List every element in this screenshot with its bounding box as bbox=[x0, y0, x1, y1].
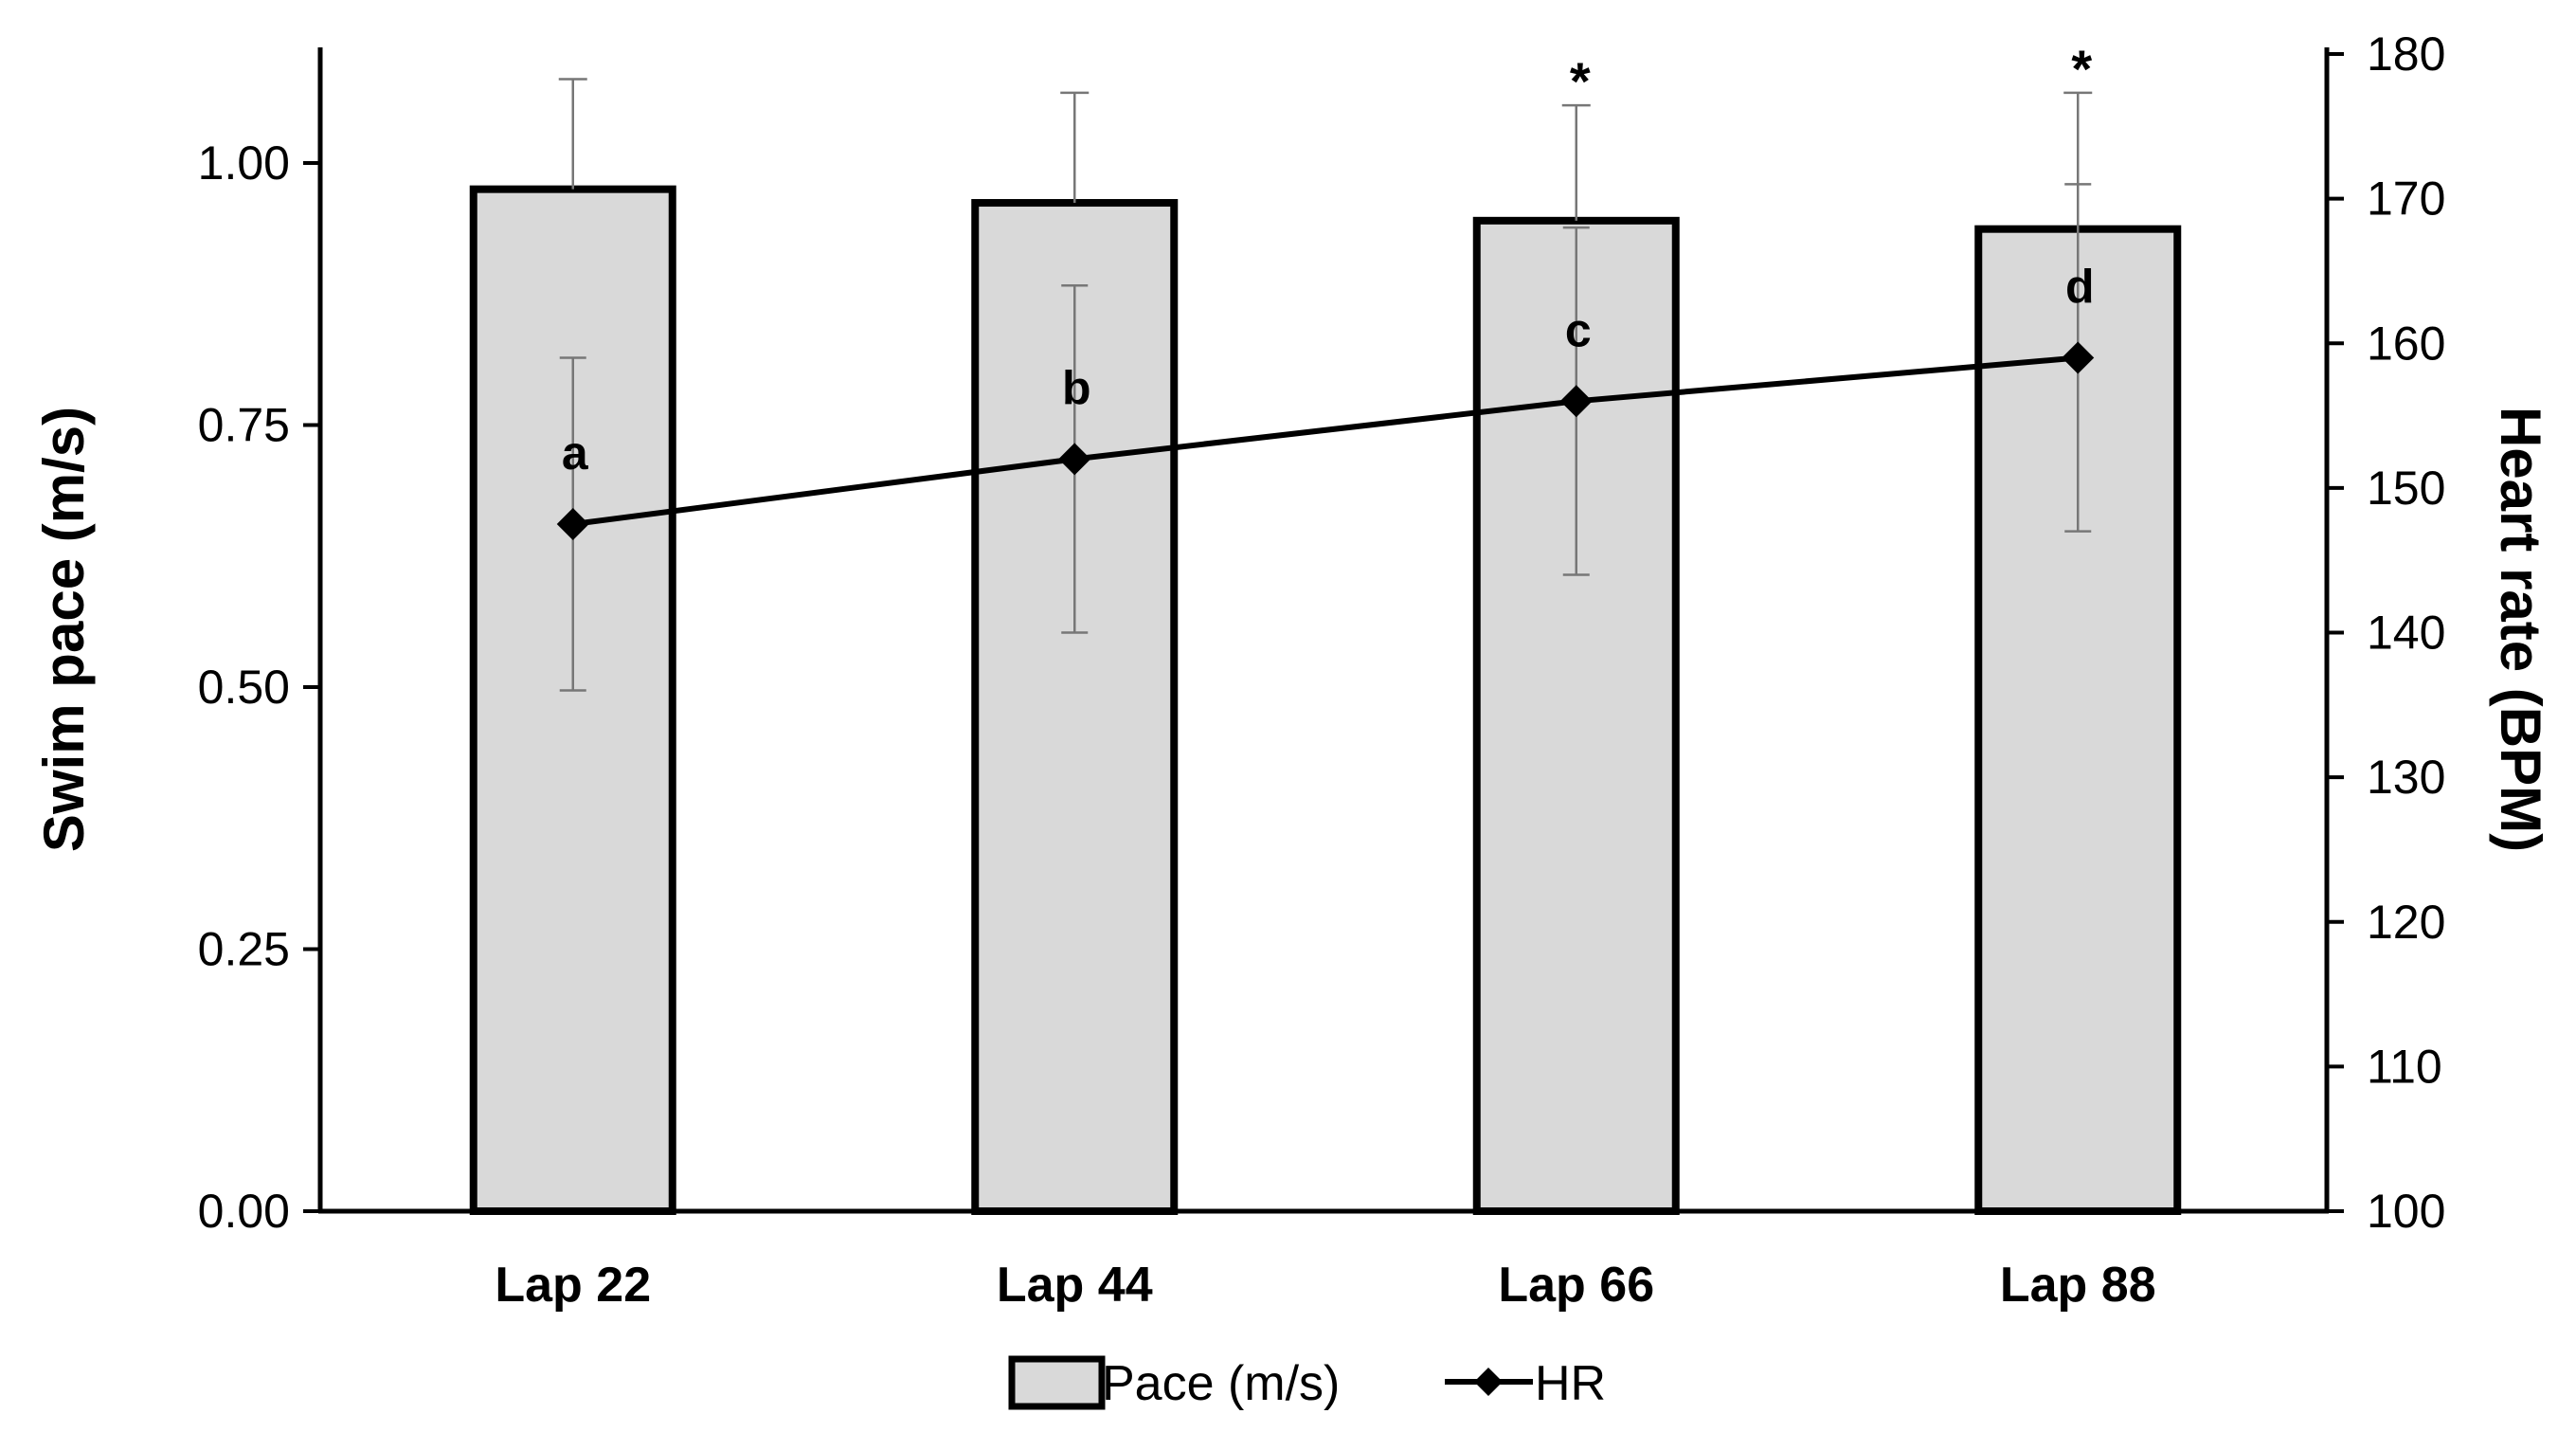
y2-axis-title: Heart rate (BPM) bbox=[2489, 407, 2552, 852]
y2-tick-label-4: 140 bbox=[2367, 607, 2445, 660]
y2-tick-label-1: 110 bbox=[2367, 1040, 2442, 1093]
legend-label-pace: Pace (m/s) bbox=[1102, 1356, 1340, 1411]
y2-tick-label-3: 130 bbox=[2367, 751, 2445, 804]
annotation-a: a bbox=[562, 426, 589, 480]
y2-tick-label-5: 150 bbox=[2367, 462, 2445, 515]
y2-tick-label-6: 160 bbox=[2367, 317, 2445, 370]
x-category-label-4: Lap 88 bbox=[2000, 1258, 2156, 1313]
y2-tick-label-8: 180 bbox=[2367, 27, 2445, 81]
y-axis-title: Swim pace (m/s) bbox=[32, 407, 96, 852]
legend-label-hr: HR bbox=[1535, 1356, 1606, 1411]
y-tick-label-3: 0.75 bbox=[198, 399, 290, 452]
y-tick-label-1: 0.25 bbox=[198, 923, 290, 976]
y-tick-label-0: 0.00 bbox=[198, 1185, 290, 1238]
legend-swatch-pace bbox=[1008, 1355, 1106, 1410]
hr-point-1 bbox=[556, 508, 589, 541]
y2-tick-label-2: 120 bbox=[2367, 896, 2445, 949]
annotation-d: d bbox=[2065, 261, 2095, 314]
hr-point-2 bbox=[1058, 443, 1091, 476]
x-category-label-1: Lap 22 bbox=[495, 1258, 651, 1313]
hr-point-4 bbox=[2062, 341, 2095, 374]
x-category-label-2: Lap 44 bbox=[997, 1258, 1153, 1313]
x-category-label-3: Lap 66 bbox=[1498, 1258, 1654, 1313]
significance-marker-4: * bbox=[2071, 39, 2092, 99]
annotation-c: c bbox=[1565, 303, 1592, 356]
y-tick-label-2: 0.50 bbox=[198, 661, 290, 714]
y-tick-label-4: 1.00 bbox=[198, 136, 290, 190]
significance-marker-3: * bbox=[1570, 51, 1591, 111]
legend-marker-hr bbox=[1474, 1368, 1503, 1396]
hr-line bbox=[572, 354, 2079, 528]
y2-tick-label-7: 170 bbox=[2367, 172, 2445, 226]
bar-1 bbox=[469, 185, 676, 1215]
annotation-b: b bbox=[1062, 361, 1091, 414]
y2-tick-label-0: 100 bbox=[2367, 1185, 2445, 1238]
hr-point-3 bbox=[1559, 385, 1593, 418]
